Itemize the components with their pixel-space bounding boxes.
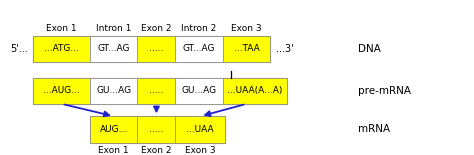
Bar <box>137 36 175 62</box>
Text: .....: ..... <box>149 125 164 134</box>
Text: ...UAA(A...A): ...UAA(A...A) <box>227 86 283 95</box>
Text: GU...AG: GU...AG <box>182 86 217 95</box>
Bar <box>223 36 270 62</box>
Bar <box>137 78 175 104</box>
Text: ...UAA: ...UAA <box>186 125 214 134</box>
Bar <box>223 78 287 104</box>
Text: mRNA: mRNA <box>358 124 390 134</box>
Text: .....: ..... <box>149 86 164 95</box>
Bar <box>175 78 223 104</box>
Text: Exon 3: Exon 3 <box>185 146 216 155</box>
Text: AUG...: AUG... <box>100 125 128 134</box>
Text: ...ATG...: ...ATG... <box>44 44 79 53</box>
Text: .....: ..... <box>149 44 164 53</box>
Bar <box>90 36 137 62</box>
Text: DNA: DNA <box>358 44 381 54</box>
Text: Intron 1: Intron 1 <box>96 24 131 33</box>
Text: Exon 1: Exon 1 <box>46 24 77 33</box>
Bar <box>33 78 287 104</box>
Text: Exon 2: Exon 2 <box>141 24 172 33</box>
Text: ...AUG...: ...AUG... <box>43 86 80 95</box>
Text: GT...AG: GT...AG <box>98 44 130 53</box>
Bar <box>90 116 225 143</box>
Bar <box>175 36 223 62</box>
Text: GT...AG: GT...AG <box>183 44 215 53</box>
Text: 5'...: 5'... <box>10 44 27 54</box>
Text: Exon 2: Exon 2 <box>141 146 172 155</box>
Bar <box>33 78 90 104</box>
Bar <box>175 116 225 143</box>
Text: ...TAA: ...TAA <box>234 44 259 53</box>
Text: GU...AG: GU...AG <box>96 86 131 95</box>
Text: pre-mRNA: pre-mRNA <box>358 86 411 96</box>
Text: ...3': ...3' <box>276 44 293 54</box>
Bar <box>33 36 270 62</box>
Bar <box>33 36 90 62</box>
Text: Exon 1: Exon 1 <box>99 146 129 155</box>
Bar <box>137 116 175 143</box>
Bar <box>90 78 137 104</box>
Text: Intron 2: Intron 2 <box>182 24 217 33</box>
Text: Exon 3: Exon 3 <box>231 24 262 33</box>
Bar <box>90 116 137 143</box>
